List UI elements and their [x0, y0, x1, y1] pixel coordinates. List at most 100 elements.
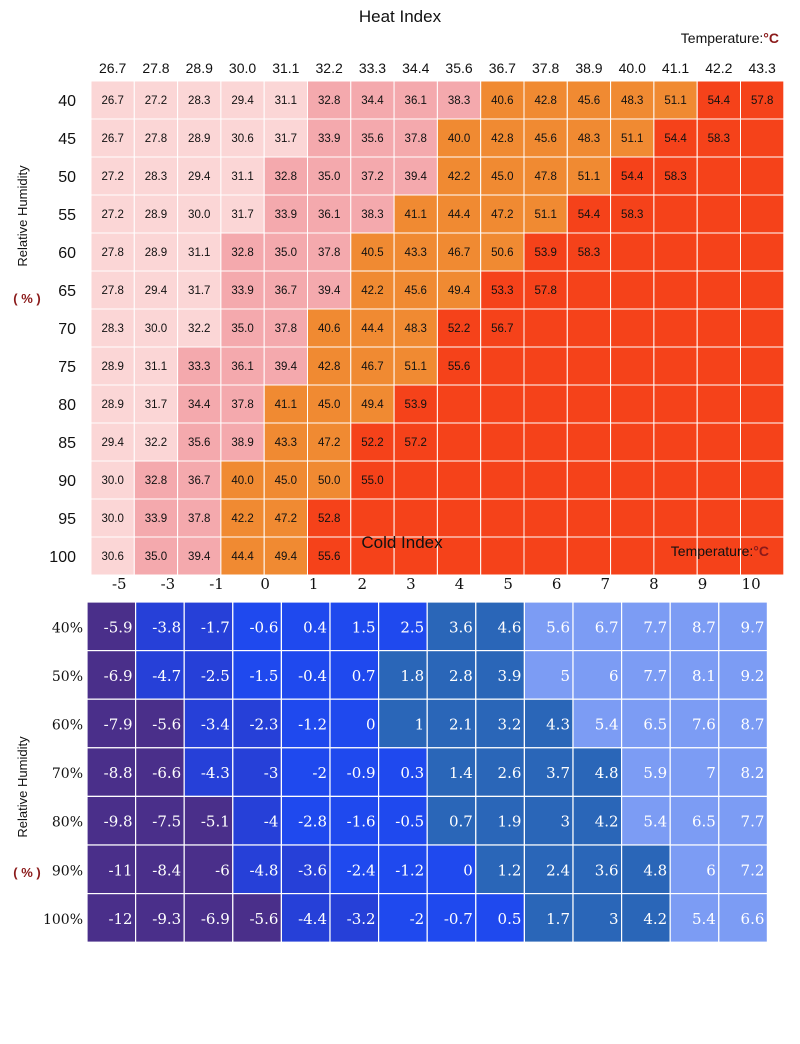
heat-cell: [740, 422, 785, 462]
cold-cell: [329, 649, 380, 700]
cold-cell: [232, 795, 283, 846]
cold-cell-value: -6.9: [104, 667, 133, 685]
heat-cell-value: 54.4: [708, 95, 731, 107]
heat-cell: [740, 194, 785, 234]
heat-cell-value: 53.9: [534, 247, 556, 259]
heat-cell: [436, 270, 482, 310]
heat-cell-value: 31.1: [188, 247, 210, 259]
heat-cell: [220, 536, 265, 576]
cold-cell: [280, 649, 331, 700]
cold-cell: [135, 698, 185, 749]
heat-column-label: 32.2: [316, 60, 343, 76]
cold-cell-value: 2.5: [400, 618, 424, 636]
heat-cell: [263, 194, 309, 234]
heat-cell: [480, 460, 525, 500]
heat-cell-value: 47.2: [275, 513, 297, 525]
heat-cell-value: 52.8: [318, 513, 340, 525]
cold-cell-value: -1.7: [201, 618, 230, 636]
heat-cell-value: 27.2: [101, 171, 123, 183]
heat-cell-value: 36.1: [318, 209, 340, 221]
heat-cell: [263, 346, 309, 386]
heat-cell: [350, 232, 395, 272]
heat-column-label: 28.9: [186, 60, 213, 76]
heat-cell-value: 43.3: [405, 247, 427, 259]
cold-cell-value: -1.2: [298, 716, 327, 734]
heat-cell: [90, 194, 135, 234]
heat-cell: [133, 194, 179, 234]
cold-cell: [378, 795, 428, 846]
heat-cell-value: 28.9: [145, 209, 167, 221]
cold-cell-value: 6: [706, 861, 716, 879]
cold-cell-value: -4.7: [152, 667, 181, 685]
cold-cell-value: -7.9: [104, 716, 133, 734]
cold-cell: [183, 747, 234, 797]
heat-cell-value: 57.2: [405, 437, 427, 449]
heat-cell-value: 52.2: [361, 437, 383, 449]
cold-cell-value: 5.6: [546, 618, 570, 636]
heat-cell-value: 35.6: [361, 133, 383, 145]
heat-cell: [220, 232, 265, 272]
cold-cell: [280, 892, 331, 943]
cold-cell: [378, 698, 428, 749]
heat-cell: [480, 498, 525, 538]
cold-cell-value: 3.7: [546, 764, 570, 782]
heat-cell: [350, 422, 395, 462]
cold-cell-value: 3.6: [449, 618, 473, 636]
cold-cell: [718, 844, 768, 895]
cold-cell: [572, 747, 623, 797]
cold-index-title: Cold Index: [361, 533, 443, 552]
heat-cell-value: 28.9: [101, 361, 123, 373]
cold-cell-value: 1.9: [498, 813, 522, 831]
heat-cell: [436, 536, 482, 576]
heat-cell-value: 31.1: [145, 361, 167, 373]
heat-cell-value: 39.4: [318, 285, 341, 297]
heat-column-label: 42.2: [705, 60, 732, 76]
heat-cell: [393, 460, 438, 500]
heat-cell: [653, 156, 698, 196]
heat-cell: [696, 194, 742, 234]
cold-cell: [669, 649, 720, 700]
cold-column-label: -5: [112, 575, 127, 593]
heat-cell: [653, 118, 698, 158]
heat-cell: [177, 422, 222, 462]
heat-cell-value: 36.7: [275, 285, 297, 297]
heat-cell: [523, 308, 568, 348]
cold-cell: [280, 795, 331, 846]
heat-cell-value: 30.6: [101, 551, 123, 563]
cold-cell: [523, 892, 574, 943]
cold-row-label: 50%: [52, 669, 83, 685]
cold-cell-value: 7.6: [692, 716, 716, 734]
heat-cell: [480, 194, 525, 234]
heat-cell-value: 35.0: [231, 323, 253, 335]
heat-cell: [610, 498, 655, 538]
heat-row-label: 45: [58, 131, 76, 148]
cold-cell-value: 6.5: [692, 813, 716, 831]
cold-column-label: 10: [742, 575, 761, 593]
heat-cell-value: 38.3: [448, 95, 470, 107]
heat-cell-value: 27.2: [101, 209, 123, 221]
heat-cell-value: 47.8: [534, 171, 556, 183]
heat-cell: [177, 498, 222, 538]
cold-cell-value: -8.8: [104, 764, 133, 782]
heat-cell: [393, 80, 438, 120]
heat-cell-value: 32.2: [145, 437, 167, 449]
heat-cell-value: 51.1: [621, 133, 643, 145]
heat-cell-value: 32.2: [188, 323, 210, 335]
cold-cell-value: -2: [312, 764, 327, 782]
cold-cell: [329, 844, 380, 895]
cold-cell: [86, 892, 137, 943]
heat-cell: [307, 118, 352, 158]
heat-cell-value: 33.9: [145, 513, 167, 525]
heat-cell: [307, 422, 352, 462]
cold-cell-value: -2.4: [347, 861, 376, 879]
heat-row-label: 55: [58, 207, 76, 224]
heat-cell: [696, 498, 742, 538]
heat-cell-value: 30.0: [188, 209, 210, 221]
cold-cell-value: 6.6: [741, 910, 765, 928]
heat-cell: [307, 460, 352, 500]
heat-cell: [436, 308, 482, 348]
heat-cell-value: 38.3: [361, 209, 383, 221]
heat-cell-value: 34.4: [188, 399, 211, 411]
heat-cell: [393, 536, 438, 576]
